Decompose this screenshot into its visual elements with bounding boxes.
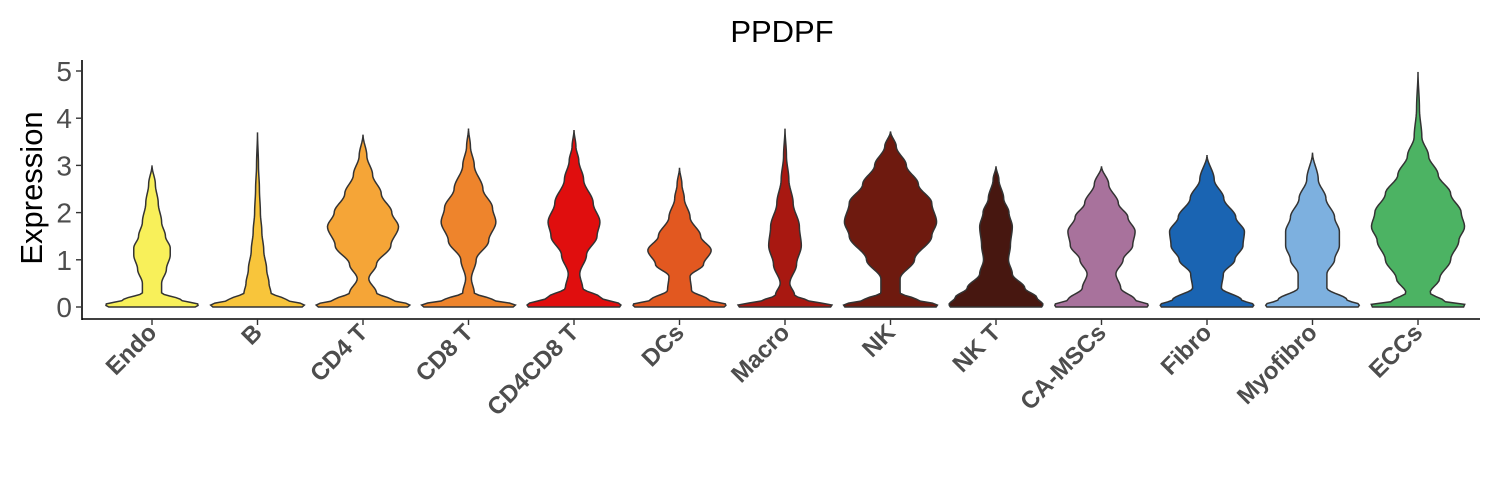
violin-cd8-t	[420, 128, 517, 308]
violin-fibro	[1159, 154, 1255, 308]
x-tick-label-eccs: ECCs	[1364, 319, 1428, 383]
y-tick-label: 2	[56, 198, 72, 229]
x-tick-label-endo: Endo	[101, 319, 163, 381]
violin-cd4cd8-t	[526, 129, 622, 308]
violin-nk-t	[948, 166, 1044, 308]
violin-nk	[842, 131, 939, 308]
x-tick-label-dcs: DCs	[637, 319, 690, 372]
x-tick-label-cd4-t: CD4 T	[305, 319, 373, 387]
y-tick-label: 4	[56, 103, 72, 134]
axes-group	[81, 60, 1480, 320]
x-tick-label-cd4cd8-t: CD4CD8 T	[482, 319, 584, 421]
x-ticks: Endo B CD4 T CD8 T CD4CD8 T DCs Macro NK NK T CA-…	[101, 319, 1429, 422]
x-tick-label-nk-t: NK T	[948, 319, 1007, 378]
y-tick-label: 3	[56, 150, 72, 181]
y-tick-label: 1	[56, 245, 72, 276]
y-ticks: 0 1 2 3 4 5	[56, 56, 82, 323]
chart-title: PPDPF	[730, 14, 833, 49]
x-tick-label-nk: NK	[857, 319, 901, 363]
violin-endo	[105, 165, 199, 308]
x-tick-label-b: B	[236, 319, 267, 350]
violin-ca-mscs	[1054, 166, 1149, 308]
violin-macro	[736, 128, 834, 308]
x-tick-label-cd8-t: CD8 T	[411, 319, 479, 387]
violin-b	[209, 132, 306, 308]
violin-group	[105, 71, 1466, 308]
y-tick-label: 5	[56, 56, 72, 87]
violin-myofibro	[1264, 152, 1361, 308]
x-tick-label-ca-mscs: CA-MSCs	[1015, 319, 1111, 415]
x-tick-label-macro: Macro	[726, 319, 795, 388]
y-tick-label: 0	[56, 292, 72, 323]
violin-dcs	[632, 167, 727, 308]
x-tick-label-myofibro: Myofibro	[1232, 319, 1323, 410]
violin-cd4-t	[314, 134, 412, 308]
violin-eccs	[1370, 71, 1466, 308]
y-axis-label: Expression	[14, 111, 49, 264]
x-tick-label-fibro: Fibro	[1156, 319, 1218, 381]
